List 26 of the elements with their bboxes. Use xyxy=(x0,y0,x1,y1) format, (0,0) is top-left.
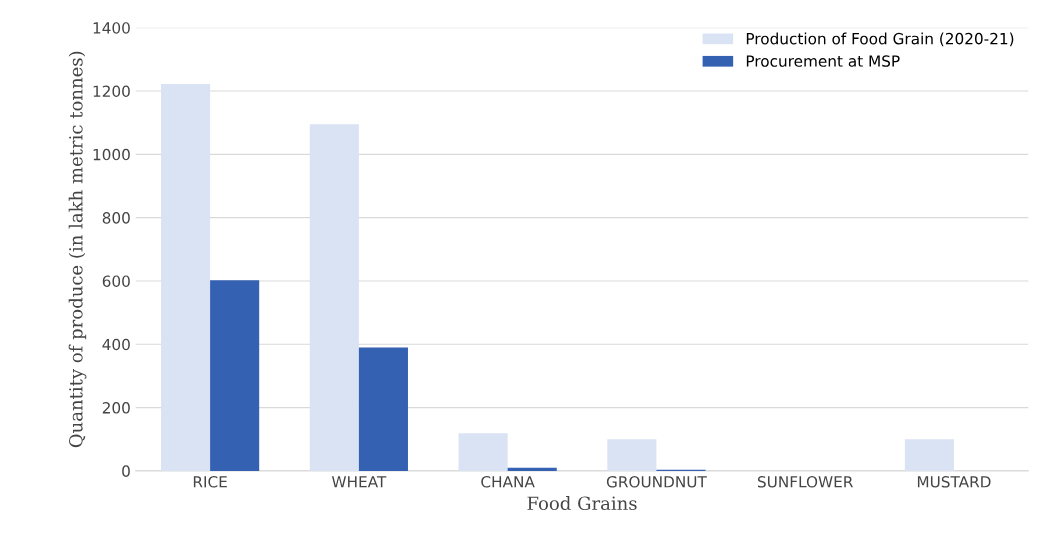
bar xyxy=(607,439,657,471)
y-tick-label: 800 xyxy=(102,212,130,224)
y-tick-label: 200 xyxy=(102,402,130,414)
y-tick-label: 1000 xyxy=(93,148,130,161)
y-tick-label: 1200 xyxy=(93,85,130,98)
x-tick-label: WHEAT xyxy=(331,476,387,488)
legend-label: Production of Food Grain (2020-21) xyxy=(746,32,1014,47)
x-tick-label: SUNFLOWER xyxy=(757,476,853,488)
x-tick-label: MUSTARD xyxy=(917,476,991,488)
x-tick-label: GROUNDNUT xyxy=(606,476,707,488)
bar xyxy=(309,124,359,471)
bar xyxy=(161,84,211,471)
y-axis-title: Quantity of produce (in lakh metric tonnes) xyxy=(68,51,87,448)
bar xyxy=(210,280,260,471)
x-tick-label: RICE xyxy=(193,476,227,488)
y-tick-label: 0 xyxy=(122,465,130,477)
x-axis-title: Food Grains xyxy=(527,496,637,511)
bar xyxy=(904,439,954,471)
bar xyxy=(507,467,557,471)
y-tick-label: 600 xyxy=(102,275,130,287)
y-tick-label: 1400 xyxy=(93,22,130,34)
x-tick-label: CHANA xyxy=(481,476,535,488)
bar xyxy=(358,347,408,471)
y-tick-label: 400 xyxy=(102,338,130,351)
legend-label: Procurement at MSP xyxy=(746,55,900,67)
bar xyxy=(458,433,508,471)
